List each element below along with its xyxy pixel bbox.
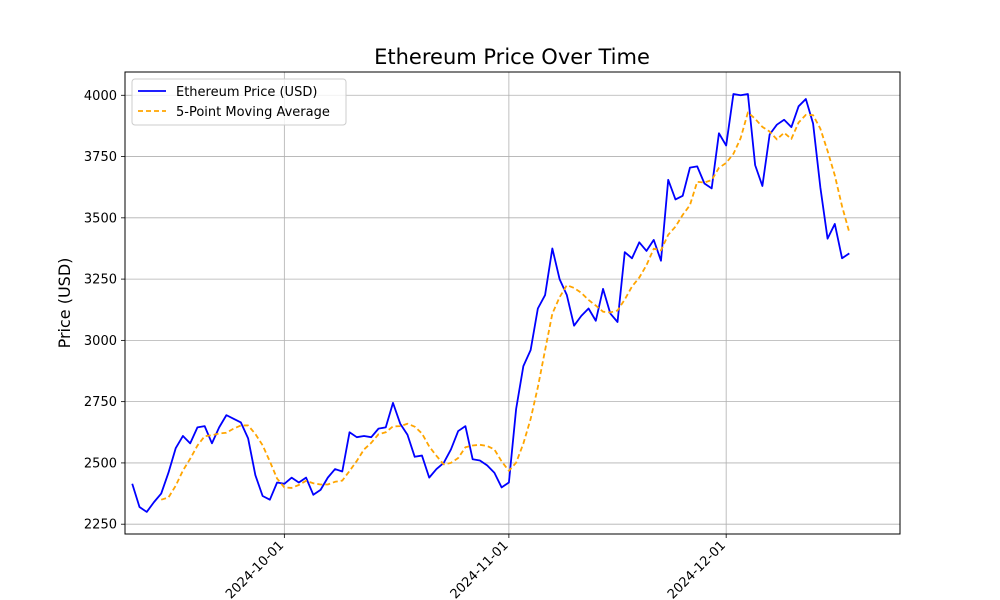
series-layer <box>131 93 851 513</box>
series-line-moving-average <box>160 111 851 501</box>
y-tick-label: 3000 <box>84 334 117 349</box>
y-tick-label: 2500 <box>84 456 117 471</box>
y-tick-label: 4000 <box>84 89 117 104</box>
x-tick-label: 2024-11-01 <box>448 538 512 600</box>
grid-layer <box>125 72 900 534</box>
y-axis-label: Price (USD) <box>55 258 74 349</box>
y-tick-label: 3500 <box>84 211 117 226</box>
plot-frame <box>124 71 901 535</box>
legend-label-price: Ethereum Price (USD) <box>176 85 317 100</box>
x-tick-label: 2024-10-01 <box>223 538 287 600</box>
y-tick-label: 3750 <box>84 150 117 165</box>
y-tick-label: 2750 <box>84 395 117 410</box>
tick-layer: 2250 2500 2750 3000 3250 3500 3750 4000 2024-10-… <box>84 89 729 600</box>
x-tick-label: 2024-12-01 <box>665 538 729 600</box>
chart-title: Ethereum Price Over Time <box>374 45 650 69</box>
series-line-price <box>131 93 850 513</box>
y-tick-label: 2250 <box>84 518 117 533</box>
y-tick-label: 3250 <box>84 273 117 288</box>
legend-box <box>131 78 347 126</box>
legend: Ethereum Price (USD) 5-Point Moving Aver… <box>131 78 347 126</box>
legend-label-moving-average: 5-Point Moving Average <box>176 105 330 120</box>
